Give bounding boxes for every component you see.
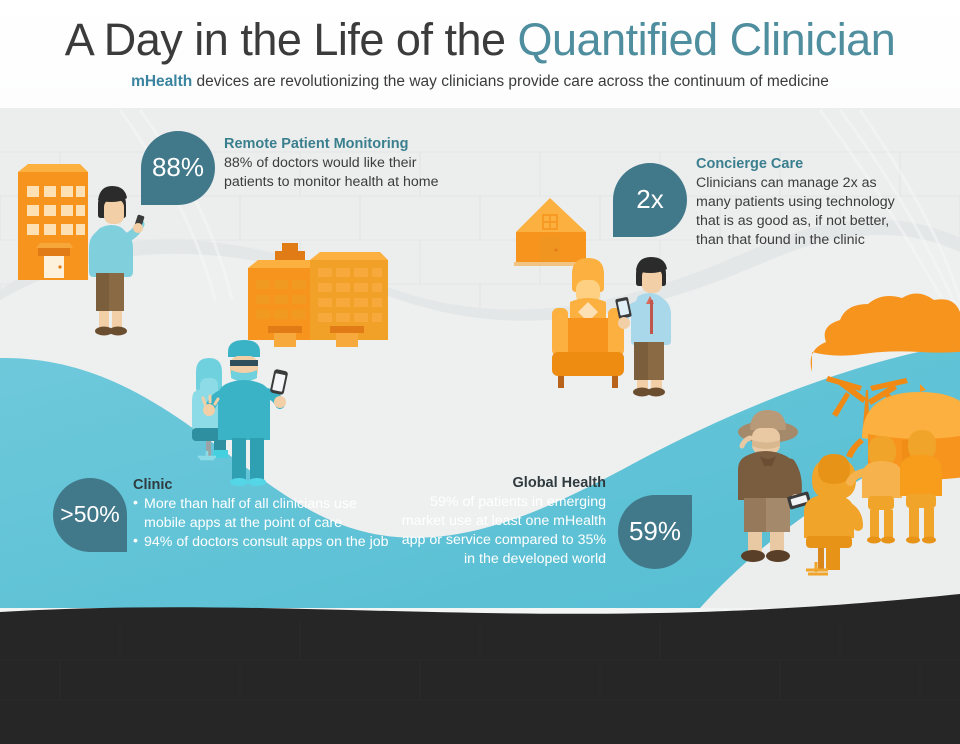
badge-value: 59% <box>628 516 682 546</box>
badge-remote-patient-monitoring: 88% <box>141 131 215 205</box>
badge-value: 88% <box>151 152 205 182</box>
list-item: 94% of doctors consult apps on the job <box>133 532 395 552</box>
acacia-tree-graphic <box>810 293 960 458</box>
badge-value: >50% <box>60 500 120 527</box>
callout-concierge-care: Concierge Care Clinicians can manage 2x … <box>696 156 908 250</box>
surgeon-and-patient-graphic <box>192 340 288 486</box>
badge-value: 2x <box>636 184 664 214</box>
header: A Day in the Life of the Quantified Clin… <box>0 0 960 110</box>
callout-heading: Clinic <box>133 477 173 493</box>
page-subtitle: mHealth devices are revolutionizing the … <box>0 73 960 91</box>
clinician-with-phone-graphic <box>89 186 145 336</box>
callout-body: 88% of doctors would like their patients… <box>224 155 439 190</box>
subtitle-highlight: mHealth <box>131 73 193 91</box>
list-item: More than half of all clinicians use mob… <box>133 494 395 533</box>
page-title-accent: Quantified Clinician <box>517 14 896 65</box>
badge-global-health: 59% <box>618 495 692 569</box>
badge-concierge-care: 2x <box>613 163 687 237</box>
aid-worker-graphic <box>738 410 812 562</box>
badge-clinic: >50% <box>53 478 127 552</box>
callout-body: Clinicians can manage 2x as many patient… <box>696 175 895 248</box>
callout-remote-patient-monitoring: Remote Patient Monitoring 88% of doctors… <box>224 136 464 192</box>
footer: “ In 2011, a cardiologist used a smartph… <box>0 603 960 744</box>
callout-body: 59% of patients in emerging market use a… <box>401 494 606 567</box>
page-title: A Day in the Life of the Quantified Clin… <box>0 0 960 63</box>
callout-heading: Remote Patient Monitoring <box>224 136 409 152</box>
page-title-main: A Day in the Life of the <box>64 14 518 65</box>
home-visit-clinician-graphic <box>615 257 671 397</box>
callout-heading: Concierge Care <box>696 156 804 172</box>
hospital-building-graphic <box>248 243 388 347</box>
callout-clinic: Clinic More than half of all clinicians … <box>133 477 395 552</box>
callout-global-health: Global Health 59% of patients in emergin… <box>398 475 606 569</box>
subtitle-rest: devices are revolutionizing the way clin… <box>192 73 829 91</box>
armchair-patient-graphic <box>552 258 624 388</box>
clinic-bullet-list: More than half of all clinicians use mob… <box>133 494 395 552</box>
house-graphic <box>514 198 588 266</box>
village-people-graphic <box>804 430 942 576</box>
office-building-graphic <box>18 164 88 280</box>
callout-heading: Global Health <box>512 475 606 491</box>
